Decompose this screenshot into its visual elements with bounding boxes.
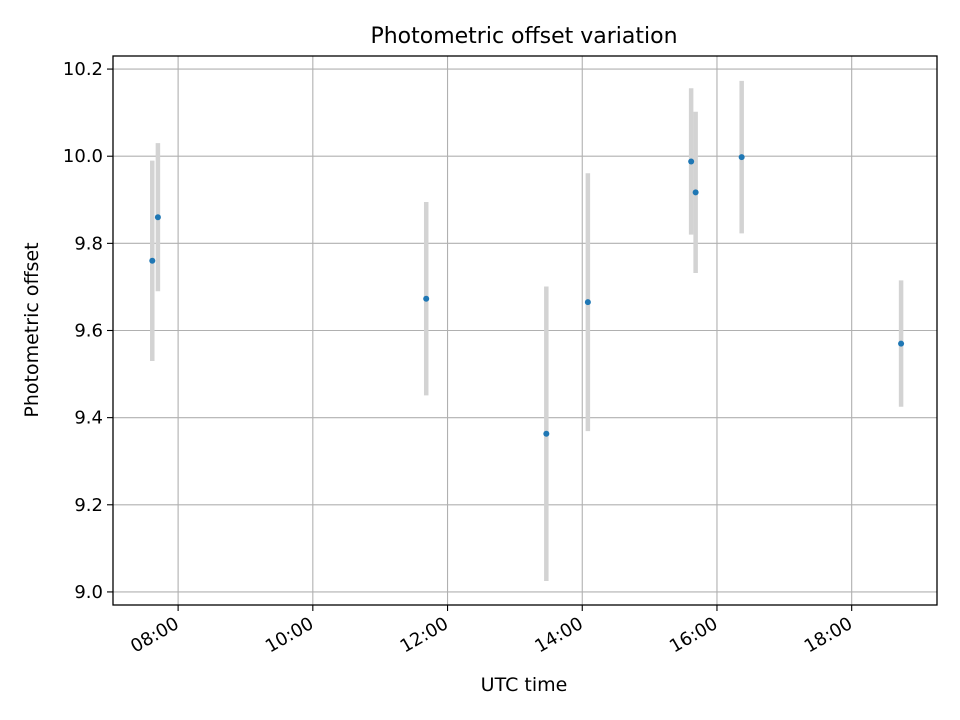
- y-tick-label: 10.0: [63, 146, 103, 167]
- data-point: [423, 295, 430, 302]
- x-tick-label: 10:00: [262, 613, 317, 657]
- data-point: [898, 340, 905, 347]
- chart-title: Photometric offset variation: [370, 24, 677, 49]
- y-axis-label: Photometric offset: [21, 242, 43, 417]
- axis-ticks: 08:00 10:00 12:00 14:00 16:00 18:00 9.0 9.2 9.4 9…: [63, 59, 856, 657]
- x-tick-label: 18:00: [801, 613, 856, 657]
- x-tick-label: 16:00: [666, 613, 721, 657]
- data-point: [692, 189, 699, 196]
- y-tick-label: 9.0: [74, 582, 103, 603]
- x-axis-label: UTC time: [481, 674, 568, 696]
- data-points: [149, 154, 905, 437]
- data-point: [584, 299, 591, 306]
- grid: [113, 56, 937, 605]
- data-point: [543, 430, 550, 437]
- y-tick-label: 9.6: [74, 321, 103, 342]
- data-point: [154, 214, 161, 221]
- y-tick-label: 9.8: [74, 233, 103, 254]
- y-tick-label: 9.2: [74, 495, 103, 516]
- x-tick-label: 14:00: [531, 613, 586, 657]
- y-tick-label: 9.4: [74, 408, 103, 429]
- x-tick-label: 08:00: [127, 613, 182, 657]
- data-point: [688, 158, 695, 165]
- data-point: [738, 154, 745, 161]
- data-point: [149, 257, 156, 264]
- y-tick-label: 10.2: [63, 59, 103, 80]
- x-tick-label: 12:00: [397, 613, 452, 657]
